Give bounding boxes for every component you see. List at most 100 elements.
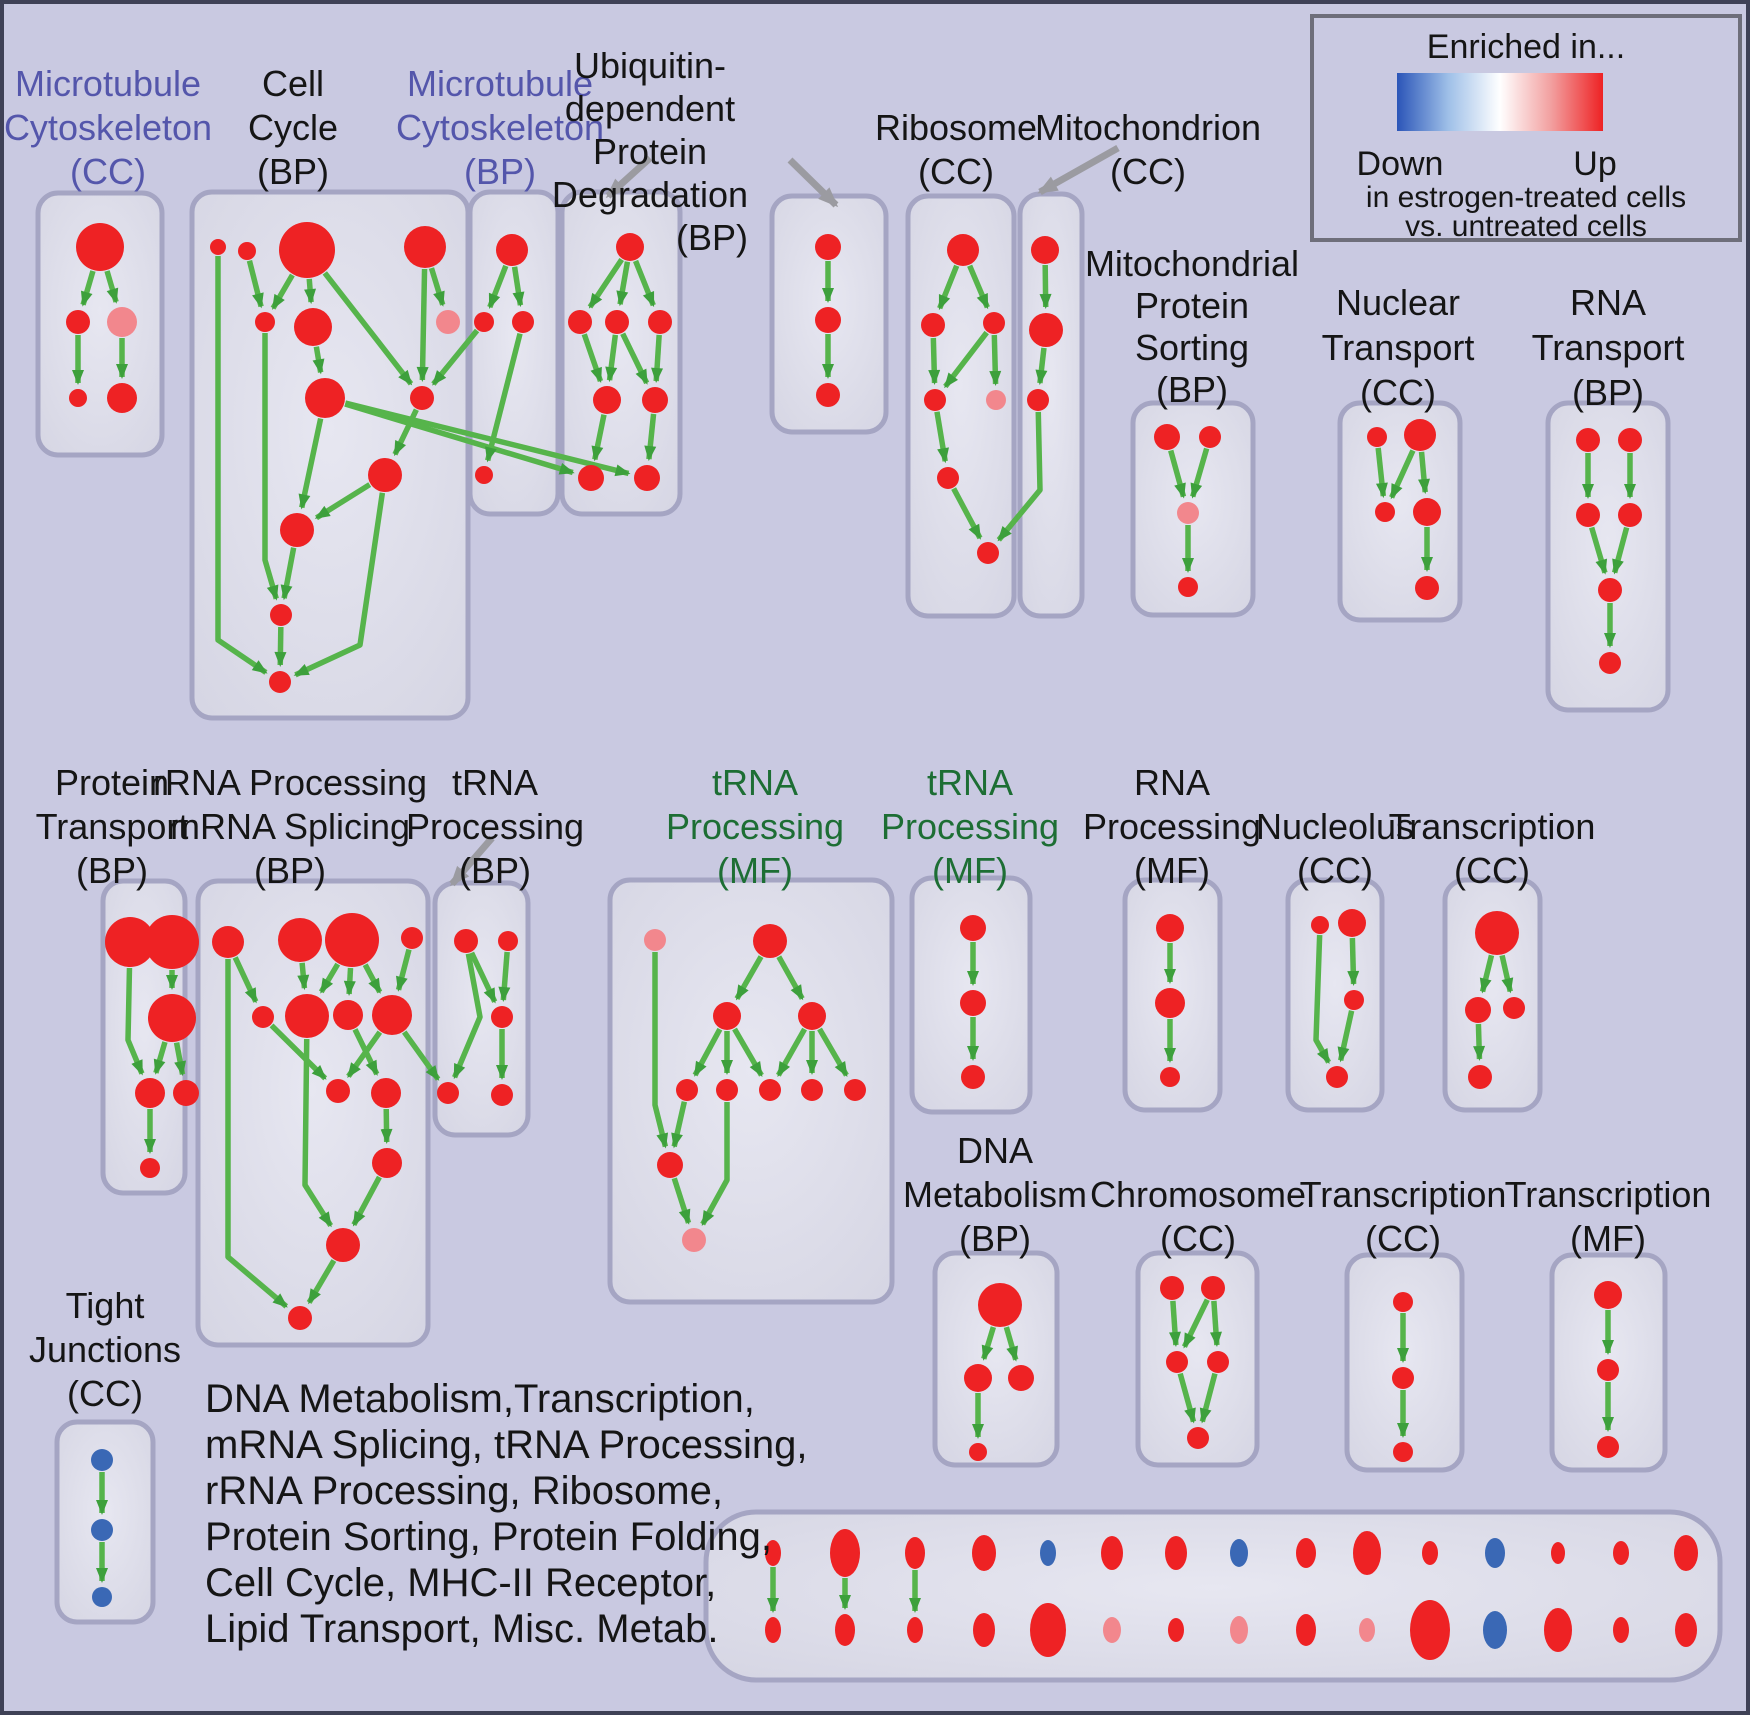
network-node	[1392, 1367, 1414, 1389]
network-edges	[72, 256, 1636, 1613]
network-node	[798, 1002, 826, 1030]
network-edge	[775, 1027, 807, 1077]
network-edge	[318, 962, 341, 994]
network-edge	[989, 334, 1002, 387]
network-edge	[346, 1030, 383, 1078]
network-node	[616, 233, 644, 261]
network-node	[978, 1283, 1022, 1327]
network-node	[713, 1002, 741, 1030]
network-node	[815, 234, 841, 260]
color-legend: Enriched in... Down Up in estrogen-treat…	[1310, 14, 1742, 243]
label-pointer-arrow	[605, 155, 653, 199]
network-node	[288, 1306, 312, 1330]
network-node	[371, 1078, 401, 1108]
network-node	[305, 378, 345, 418]
cluster-label: Nuclear Transport (CC)	[1322, 282, 1475, 413]
network-node	[140, 1158, 160, 1178]
network-node	[1422, 1541, 1438, 1565]
network-node	[1027, 389, 1049, 411]
network-edge	[351, 1175, 382, 1227]
network-node	[1165, 1536, 1187, 1570]
network-node	[325, 913, 379, 967]
network-node	[924, 389, 946, 411]
network-node	[765, 1540, 781, 1566]
network-node	[1675, 1613, 1697, 1647]
network-edge	[1479, 954, 1495, 994]
network-node	[1413, 498, 1441, 526]
network-edge	[270, 273, 295, 310]
network-edge	[1375, 447, 1388, 499]
network-node	[91, 1519, 113, 1541]
network-node	[1618, 428, 1642, 452]
network-node	[69, 389, 87, 407]
network-edge	[1168, 1300, 1181, 1348]
network-node	[937, 467, 959, 489]
network-node	[1483, 1611, 1507, 1649]
cluster-box	[1135, 1250, 1260, 1468]
network-node	[969, 1443, 987, 1461]
network-edge	[298, 417, 324, 510]
network-node	[1613, 1541, 1629, 1565]
network-edge	[280, 547, 297, 601]
network-node	[1375, 502, 1395, 522]
network-node	[1311, 916, 1329, 934]
network-node	[1160, 1276, 1184, 1300]
cluster-label: Tight Junctions (CC)	[29, 1285, 181, 1414]
network-node	[1404, 419, 1436, 451]
network-edge	[581, 333, 604, 383]
network-node	[1485, 1538, 1505, 1568]
network-node	[593, 386, 621, 414]
network-edge	[416, 268, 429, 383]
network-node	[372, 1148, 402, 1178]
cluster-box	[1344, 1252, 1465, 1473]
network-edge	[428, 267, 446, 307]
network-edge	[644, 413, 657, 462]
network-node	[973, 1613, 995, 1647]
network-edge	[591, 414, 607, 462]
network-node	[1230, 1539, 1248, 1567]
network-node	[333, 1000, 363, 1030]
network-edge	[274, 626, 287, 668]
network-edge	[620, 332, 650, 385]
network-edge	[1035, 347, 1048, 386]
network-edge	[1177, 1372, 1197, 1424]
network-node	[496, 234, 528, 266]
network-edge	[469, 951, 498, 1004]
network-edge	[297, 962, 310, 991]
network-node	[280, 513, 314, 547]
network-edge	[395, 948, 412, 992]
cluster-label: Microtubule Cytoskeleton (CC)	[4, 63, 212, 192]
network-node	[972, 1535, 996, 1571]
network-node	[1674, 1535, 1698, 1571]
legend-down-label: Down	[1357, 145, 1444, 183]
network-node	[1166, 1351, 1188, 1373]
network-node	[212, 926, 244, 958]
network-node	[844, 1079, 866, 1101]
network-node	[753, 924, 787, 958]
network-nodes	[66, 222, 1698, 1660]
cluster-label: RNA Transport (BP)	[1532, 282, 1685, 413]
network-node	[1029, 313, 1063, 347]
network-edge	[1190, 447, 1210, 499]
network-edge	[306, 1259, 337, 1305]
network-edge	[1473, 1023, 1486, 1062]
network-node	[1618, 503, 1642, 527]
network-edge	[1168, 449, 1187, 499]
network-node	[676, 1079, 698, 1101]
cluster-label: Protein Transport (BP)	[36, 762, 189, 891]
network-edge	[732, 1027, 764, 1078]
legend-up-label: Up	[1573, 145, 1616, 183]
network-node	[107, 307, 137, 337]
cluster-box	[703, 1509, 1723, 1683]
network-node	[107, 383, 137, 413]
network-node	[1103, 1617, 1121, 1643]
network-node	[1393, 1292, 1413, 1312]
cluster-box	[1337, 400, 1463, 623]
network-node	[815, 307, 841, 333]
network-node	[964, 1364, 992, 1392]
network-edge	[967, 264, 990, 310]
network-node	[1410, 1600, 1450, 1660]
network-node	[1187, 1427, 1209, 1449]
cluster-labels: Microtubule Cytoskeleton (CC) Cell Cycle (BP)…	[4, 45, 1711, 1651]
